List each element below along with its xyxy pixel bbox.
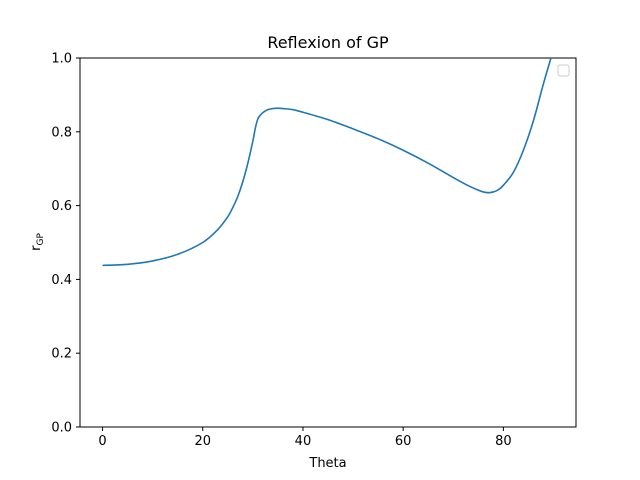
y-tick-label: 0.4 [51,273,72,288]
series-line [102,58,552,267]
x-axis-label: Theta [308,456,346,471]
x-axis-ticks: 0 20 40 60 80 [98,427,512,449]
chart-title: Reflexion of GP [267,33,389,52]
y-tick-label: 0.8 [51,125,72,140]
x-tick-label: 60 [395,434,412,449]
plot-area [79,57,577,428]
y-tick-label: 1.0 [51,52,72,67]
plot-frame [79,57,577,428]
y-tick-label: 0.2 [51,347,72,362]
y-tick-label: 0.6 [51,199,72,214]
x-tick-label: 0 [98,434,106,449]
x-tick-label: 80 [495,434,512,449]
y-tick-label: 0.0 [51,421,72,436]
y-axis-label: rGP [29,233,46,251]
x-tick-label: 40 [295,434,312,449]
y-axis-label-main: r [29,245,44,251]
y-axis-label-subscript: GP [36,233,46,246]
legend-box [557,64,570,77]
y-axis-ticks: 0.0 0.2 0.4 0.6 0.8 1.0 [51,52,80,436]
x-tick-label: 20 [194,434,211,449]
